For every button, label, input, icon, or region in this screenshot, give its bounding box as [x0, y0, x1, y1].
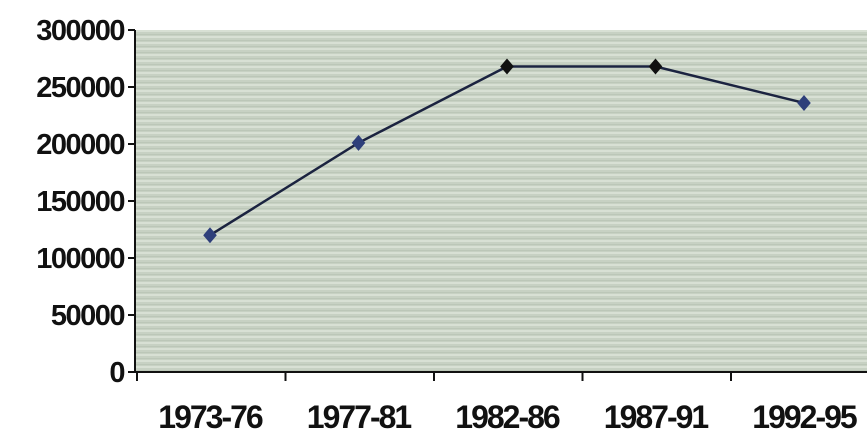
data-point-marker — [351, 134, 366, 151]
y-axis: 0 50000 100000 150000 200000 250000 300000 — [36, 15, 136, 389]
data-point-marker — [203, 227, 217, 244]
plot-area — [135, 30, 867, 372]
x-tick-label: 1973-76 — [158, 399, 263, 435]
y-tick-label: 200000 — [36, 129, 124, 161]
data-point-marker — [648, 58, 663, 75]
x-axis: 1973-76 1977-81 1982-86 1987-91 1992-95 — [135, 371, 867, 435]
x-tick-label: 1987-91 — [604, 399, 709, 435]
series-line — [203, 58, 811, 244]
x-tick-label: 1992-95 — [752, 399, 857, 435]
y-tick-label: 50000 — [51, 300, 125, 332]
data-point-marker — [500, 58, 514, 75]
x-tick-label: 1977-81 — [307, 399, 412, 435]
y-tick-label: 250000 — [36, 72, 124, 104]
y-tick-label: 150000 — [36, 186, 124, 218]
y-tick-label: 300000 — [36, 15, 124, 47]
x-tick-label: 1982-86 — [455, 399, 560, 435]
y-tick-label: 0 — [109, 357, 124, 389]
data-point-marker — [797, 94, 811, 111]
y-tick-label: 100000 — [36, 243, 124, 275]
